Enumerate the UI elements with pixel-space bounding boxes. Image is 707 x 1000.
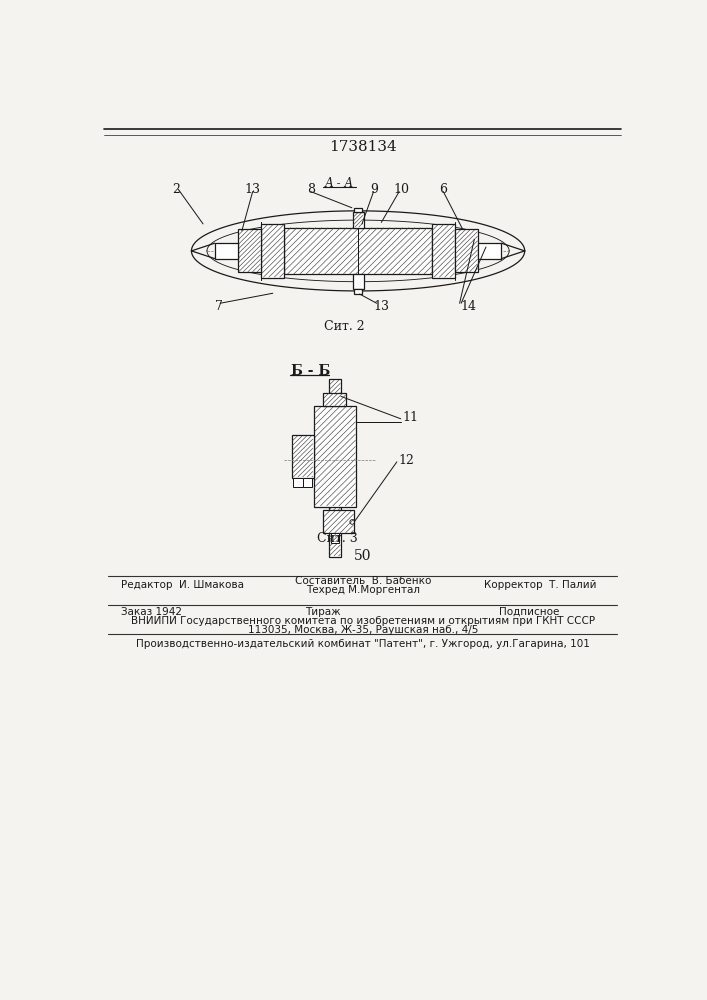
Text: Тираж: Тираж: [305, 607, 341, 617]
FancyBboxPatch shape: [354, 208, 362, 212]
Text: Составитель  В. Бабенко: Составитель В. Бабенко: [295, 576, 431, 586]
FancyBboxPatch shape: [478, 243, 501, 259]
Text: Редактор  И. Шмакова: Редактор И. Шмакова: [121, 580, 244, 590]
Text: Производственно-издательский комбинат "Патент", г. Ужгород, ул.Гагарина, 101: Производственно-издательский комбинат "П…: [136, 639, 590, 649]
Text: 2: 2: [172, 183, 180, 196]
Text: Подписное: Подписное: [499, 607, 559, 617]
Text: Сит. 2: Сит. 2: [324, 320, 365, 333]
FancyBboxPatch shape: [323, 393, 346, 406]
FancyBboxPatch shape: [215, 243, 238, 259]
FancyBboxPatch shape: [323, 510, 354, 533]
Text: 11: 11: [402, 411, 419, 424]
FancyBboxPatch shape: [293, 478, 303, 487]
Text: Сит. 3: Сит. 3: [317, 532, 358, 545]
Text: 50: 50: [354, 549, 371, 563]
FancyBboxPatch shape: [313, 406, 356, 507]
Text: 13: 13: [373, 300, 390, 313]
FancyBboxPatch shape: [331, 533, 339, 543]
Text: А - А: А - А: [325, 177, 354, 190]
Text: 9: 9: [370, 183, 378, 196]
FancyBboxPatch shape: [303, 478, 312, 487]
Text: 13: 13: [245, 183, 261, 196]
Text: 14: 14: [460, 300, 477, 313]
FancyBboxPatch shape: [284, 228, 432, 274]
Text: Б - Б: Б - Б: [291, 364, 331, 378]
Text: 10: 10: [393, 183, 409, 196]
FancyBboxPatch shape: [329, 379, 341, 557]
Text: Заказ 1942: Заказ 1942: [121, 607, 182, 617]
Text: Техред М.Моргентал: Техред М.Моргентал: [305, 585, 420, 595]
Text: 113035, Москва, Ж-35, Раушская наб., 4/5: 113035, Москва, Ж-35, Раушская наб., 4/5: [247, 625, 478, 635]
Text: 6: 6: [440, 183, 448, 196]
FancyBboxPatch shape: [353, 274, 363, 289]
Text: Корректор  Т. Палий: Корректор Т. Палий: [484, 580, 596, 590]
FancyBboxPatch shape: [432, 224, 455, 278]
Text: 8: 8: [307, 183, 315, 196]
FancyBboxPatch shape: [353, 212, 363, 228]
Text: ВНИИПИ Государственного комитета по изобретениям и открытиям при ГКНТ СССР: ВНИИПИ Государственного комитета по изоб…: [131, 616, 595, 626]
FancyBboxPatch shape: [354, 289, 362, 294]
Text: 12: 12: [398, 454, 414, 467]
Text: 1738134: 1738134: [329, 140, 397, 154]
FancyBboxPatch shape: [292, 435, 313, 478]
FancyBboxPatch shape: [238, 229, 261, 272]
Text: 7: 7: [215, 300, 223, 313]
FancyBboxPatch shape: [455, 229, 478, 272]
FancyBboxPatch shape: [261, 224, 284, 278]
